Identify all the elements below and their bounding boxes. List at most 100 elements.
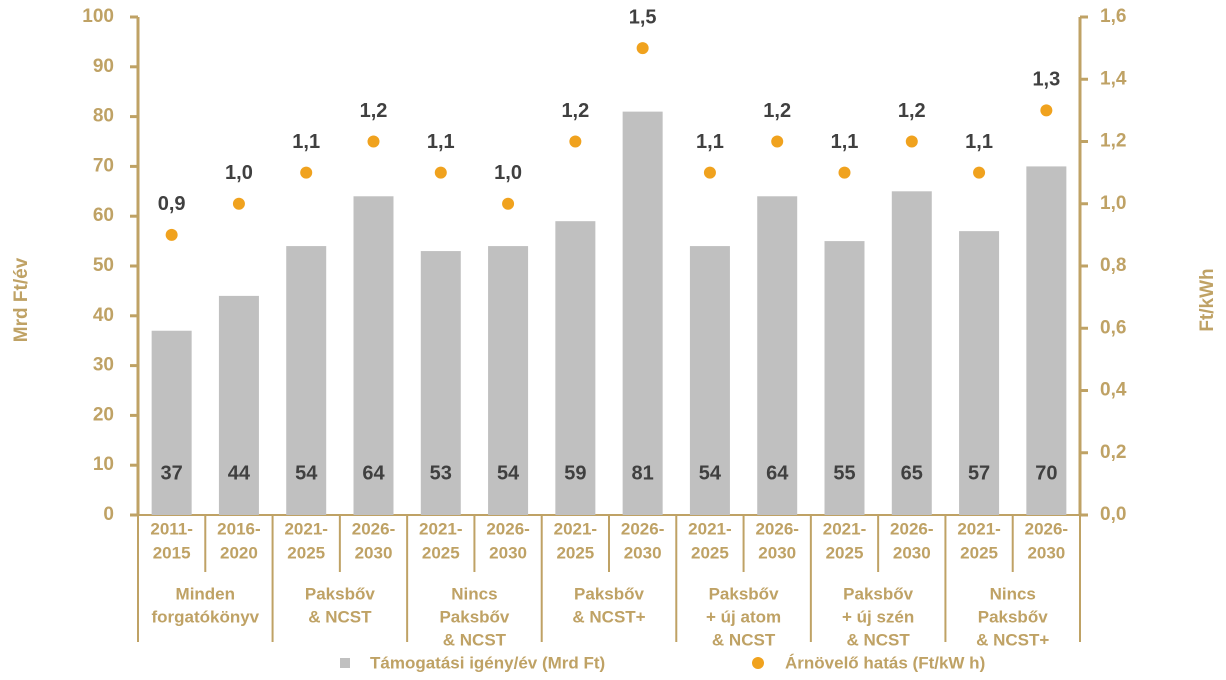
dot-label: 1,0: [494, 162, 522, 184]
group-label: + új szén: [842, 607, 914, 626]
dot: [771, 135, 784, 148]
bar: [622, 111, 663, 516]
group-label: & NCST: [712, 630, 776, 649]
x-tick-label: 2020: [220, 543, 258, 562]
y2-tick-label: 0,6: [1100, 317, 1126, 338]
y-tick-label: 0: [103, 504, 114, 525]
dot: [300, 166, 313, 179]
dot: [502, 197, 515, 210]
legend-label: Árnövelő hatás (Ft/kW h): [785, 653, 985, 672]
x-tick-label: 2021-: [554, 519, 597, 538]
x-tick-label: 2021-: [284, 519, 327, 538]
bar-label: 53: [430, 462, 452, 484]
x-tick-label: 2030: [758, 543, 796, 562]
bar: [151, 330, 192, 515]
dot-label: 1,1: [427, 131, 455, 153]
dot: [973, 166, 986, 179]
dot-label: 1,1: [292, 131, 320, 153]
x-tick-label: 2015: [153, 543, 191, 562]
x-tick-label: 2021-: [688, 519, 731, 538]
x-tick-label: 2025: [960, 543, 998, 562]
bar: [689, 246, 730, 515]
y-tick-label: 100: [82, 6, 114, 27]
legend-swatch: [340, 658, 350, 668]
y-tick-label: 80: [93, 106, 114, 127]
group-label: & NCST: [443, 630, 507, 649]
dot-label: 1,2: [898, 100, 926, 122]
bar: [824, 241, 865, 515]
dot-label: 1,1: [696, 131, 724, 153]
x-tick-label: 2025: [287, 543, 325, 562]
bar-label: 65: [901, 462, 923, 484]
x-tick-label: 2025: [826, 543, 864, 562]
group-label: Paksbőv: [843, 584, 913, 603]
y-axis-label: Mrd Ft/év: [11, 257, 32, 342]
group-label: Nincs: [990, 584, 1036, 603]
y2-tick-label: 0,4: [1100, 380, 1127, 401]
x-tick-label: 2026-: [755, 519, 798, 538]
x-tick-label: 2025: [691, 543, 729, 562]
bar: [757, 196, 798, 515]
y2-tick-label: 1,4: [1100, 68, 1127, 89]
group-label: Paksbőv: [978, 607, 1048, 626]
group-label: & NCST+: [976, 630, 1049, 649]
y-tick-label: 50: [93, 255, 114, 276]
bar-label: 55: [833, 462, 855, 484]
y-tick-label: 40: [93, 305, 114, 326]
y2-axis-label: Ft/kWh: [1197, 268, 1218, 331]
x-tick-label: 2011-: [150, 519, 193, 538]
x-tick-label: 2021-: [957, 519, 1000, 538]
y2-tick-label: 0,8: [1100, 255, 1126, 276]
x-tick-label: 2025: [422, 543, 460, 562]
dot: [703, 166, 716, 179]
group-label: & NCST: [308, 607, 372, 626]
group-label: + új atom: [706, 607, 781, 626]
y2-tick-label: 1,6: [1100, 6, 1126, 27]
group-label: & NCST: [847, 630, 911, 649]
group-label: Paksbőv: [574, 584, 644, 603]
x-tick-label: 2030: [489, 543, 527, 562]
dot: [367, 135, 380, 148]
x-tick-label: 2030: [355, 543, 393, 562]
x-tick-label: 2026-: [352, 519, 395, 538]
x-tick-label: 2016-: [217, 519, 260, 538]
y-tick-label: 10: [93, 454, 114, 475]
dot: [165, 228, 178, 241]
dot-label: 1,3: [1032, 69, 1060, 91]
y-tick-label: 90: [93, 56, 114, 77]
group-label: Paksbőv: [439, 607, 509, 626]
y-tick-label: 30: [93, 355, 114, 376]
legend-label: Támogatási igény/év (Mrd Ft): [370, 653, 605, 672]
x-tick-label: 2030: [893, 543, 931, 562]
dot: [1040, 104, 1053, 117]
bar: [218, 295, 259, 515]
y-tick-label: 20: [93, 404, 114, 425]
bar-label: 37: [161, 462, 183, 484]
x-tick-label: 2026-: [890, 519, 933, 538]
bar: [420, 251, 461, 515]
bar: [353, 196, 394, 515]
x-tick-label: 2030: [1027, 543, 1065, 562]
dot-label: 1,0: [225, 162, 253, 184]
dot: [434, 166, 447, 179]
dot-label: 1,1: [831, 131, 859, 153]
bar-label: 64: [766, 462, 789, 484]
dot: [232, 197, 245, 210]
dot-label: 1,2: [360, 100, 388, 122]
dot-label: 1,5: [629, 6, 657, 28]
dot: [838, 166, 851, 179]
bar-label: 64: [362, 462, 385, 484]
dot: [905, 135, 918, 148]
group-label: & NCST+: [572, 607, 645, 626]
bar: [555, 221, 596, 515]
y-tick-label: 70: [93, 155, 114, 176]
y2-tick-label: 1,2: [1100, 131, 1126, 152]
bar-label: 59: [564, 462, 586, 484]
bar: [891, 191, 932, 516]
dot-label: 0,9: [158, 193, 186, 215]
bar: [488, 246, 529, 515]
x-tick-label: 2021-: [419, 519, 462, 538]
legend-swatch: [752, 657, 764, 669]
x-tick-label: 2030: [624, 543, 662, 562]
